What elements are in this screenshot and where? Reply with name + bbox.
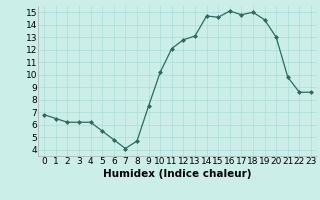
X-axis label: Humidex (Indice chaleur): Humidex (Indice chaleur) — [103, 169, 252, 179]
